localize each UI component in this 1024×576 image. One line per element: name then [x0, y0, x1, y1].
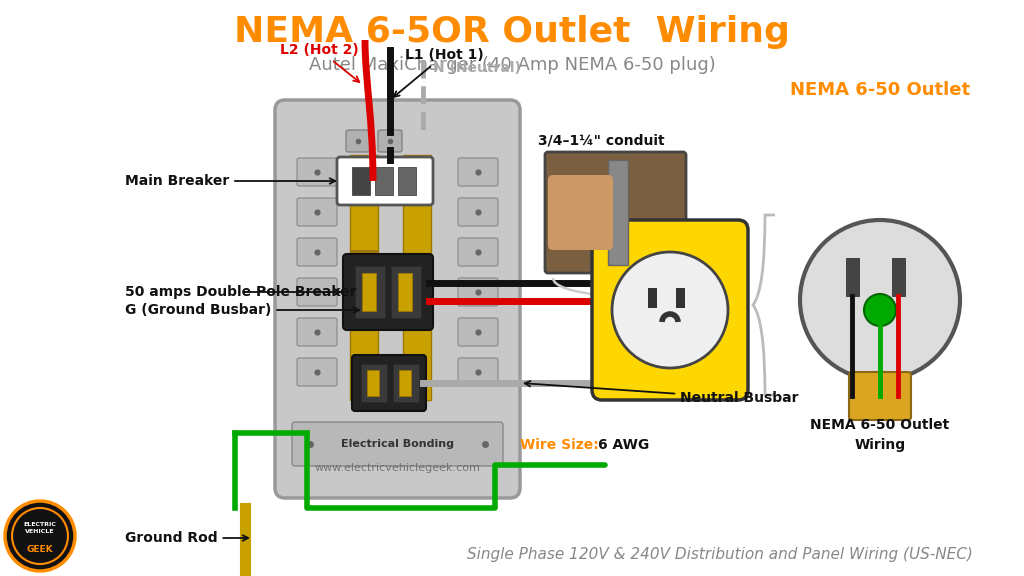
Text: NEMA 6-50 Outlet: NEMA 6-50 Outlet — [790, 81, 970, 99]
FancyBboxPatch shape — [337, 157, 433, 205]
Bar — [403, 155, 431, 400]
FancyBboxPatch shape — [292, 422, 503, 466]
Bar — [846, 258, 859, 296]
Bar — [399, 370, 411, 396]
Bar — [391, 266, 421, 318]
FancyBboxPatch shape — [346, 130, 370, 152]
Bar — [608, 160, 628, 265]
FancyBboxPatch shape — [343, 254, 433, 330]
FancyBboxPatch shape — [458, 318, 498, 346]
Bar — [355, 266, 385, 318]
FancyBboxPatch shape — [458, 158, 498, 186]
FancyBboxPatch shape — [297, 358, 337, 386]
Bar — [361, 364, 387, 402]
Text: G (Ground Busbar): G (Ground Busbar) — [125, 303, 359, 317]
Text: www.electricvehiclegeek.com: www.electricvehiclegeek.com — [314, 463, 480, 473]
Bar — [398, 167, 416, 195]
FancyBboxPatch shape — [458, 198, 498, 226]
FancyBboxPatch shape — [352, 355, 426, 411]
Bar — [352, 167, 370, 195]
Bar — [350, 155, 378, 400]
FancyBboxPatch shape — [297, 318, 337, 346]
FancyBboxPatch shape — [297, 198, 337, 226]
FancyBboxPatch shape — [548, 175, 613, 250]
Text: ELECTRIC
VEHICLE: ELECTRIC VEHICLE — [24, 522, 56, 533]
Bar — [393, 364, 419, 402]
Text: Wire Size:: Wire Size: — [520, 438, 603, 452]
FancyBboxPatch shape — [849, 372, 911, 420]
Circle shape — [612, 252, 728, 368]
Text: L1 (Hot 1): L1 (Hot 1) — [393, 48, 483, 97]
FancyBboxPatch shape — [592, 220, 748, 400]
FancyBboxPatch shape — [297, 158, 337, 186]
FancyBboxPatch shape — [275, 100, 520, 498]
Text: NEMA 6-5OR Outlet  Wiring: NEMA 6-5OR Outlet Wiring — [234, 15, 790, 49]
FancyBboxPatch shape — [378, 130, 402, 152]
Text: Ground Rod: Ground Rod — [125, 531, 248, 545]
Bar — [350, 250, 378, 290]
Bar — [676, 288, 685, 308]
Text: 6 AWG: 6 AWG — [598, 438, 649, 452]
Circle shape — [800, 220, 961, 380]
Text: Electrical Bonding: Electrical Bonding — [341, 439, 454, 449]
Bar — [367, 370, 379, 396]
Text: Single Phase 120V & 240V Distribution and Panel Wiring (US-NEC): Single Phase 120V & 240V Distribution an… — [467, 548, 973, 563]
Text: L2 (Hot 2): L2 (Hot 2) — [280, 43, 359, 82]
Text: 3/4–1¼" conduit: 3/4–1¼" conduit — [538, 133, 665, 147]
Bar — [403, 280, 431, 320]
Bar — [362, 273, 376, 311]
Text: Main Breaker: Main Breaker — [125, 174, 335, 188]
FancyBboxPatch shape — [458, 278, 498, 306]
FancyBboxPatch shape — [297, 278, 337, 306]
FancyBboxPatch shape — [545, 152, 686, 273]
Text: Autel MaxiCharger (40 Amp NEMA 6-50 plug): Autel MaxiCharger (40 Amp NEMA 6-50 plug… — [308, 56, 716, 74]
FancyBboxPatch shape — [458, 238, 498, 266]
FancyBboxPatch shape — [297, 238, 337, 266]
Circle shape — [864, 294, 896, 326]
Bar — [375, 167, 393, 195]
Text: N (Neutral): N (Neutral) — [433, 61, 521, 75]
Text: Neutral Busbar: Neutral Busbar — [524, 381, 799, 405]
Bar — [648, 288, 657, 308]
Text: 50 amps Double Pole Breaker: 50 amps Double Pole Breaker — [125, 285, 356, 299]
Text: GEEK: GEEK — [27, 545, 53, 555]
Text: NEMA 6-50 Outlet
Wiring: NEMA 6-50 Outlet Wiring — [810, 418, 949, 452]
Circle shape — [5, 501, 75, 571]
FancyBboxPatch shape — [458, 358, 498, 386]
Bar — [398, 273, 412, 311]
Bar — [892, 258, 905, 296]
